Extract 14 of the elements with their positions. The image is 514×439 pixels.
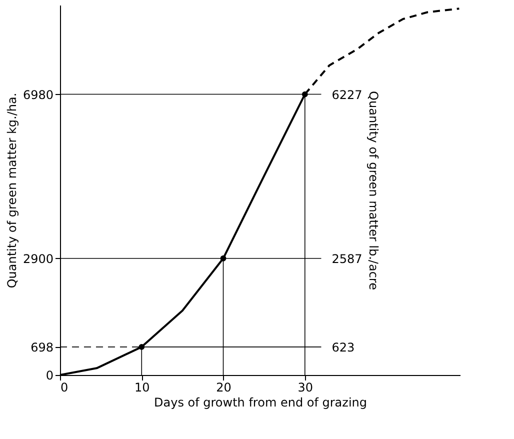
x-axis-title: Days of growth from end of grazing <box>154 396 368 410</box>
y2-tick-label: 623 <box>332 340 355 354</box>
y-tick-label: 698 <box>30 340 54 354</box>
y2-tick-label: 2587 <box>332 252 362 266</box>
y-tick-label: 0 <box>46 368 54 382</box>
x-tick-label: 0 <box>60 380 68 394</box>
y2-axis-title: Quantity of green matter lb./acre <box>366 91 380 290</box>
y2-tick-label: 6227 <box>332 88 362 102</box>
y-axis-title: Quantity of green matter kg./ha. <box>4 92 19 288</box>
y-tick-label: 6980 <box>22 88 54 102</box>
y-tick-label: 2900 <box>22 252 54 266</box>
x-tick-label: 30 <box>298 380 314 394</box>
x-tick-label: 20 <box>216 380 232 394</box>
x-tick-label: 10 <box>134 380 150 394</box>
